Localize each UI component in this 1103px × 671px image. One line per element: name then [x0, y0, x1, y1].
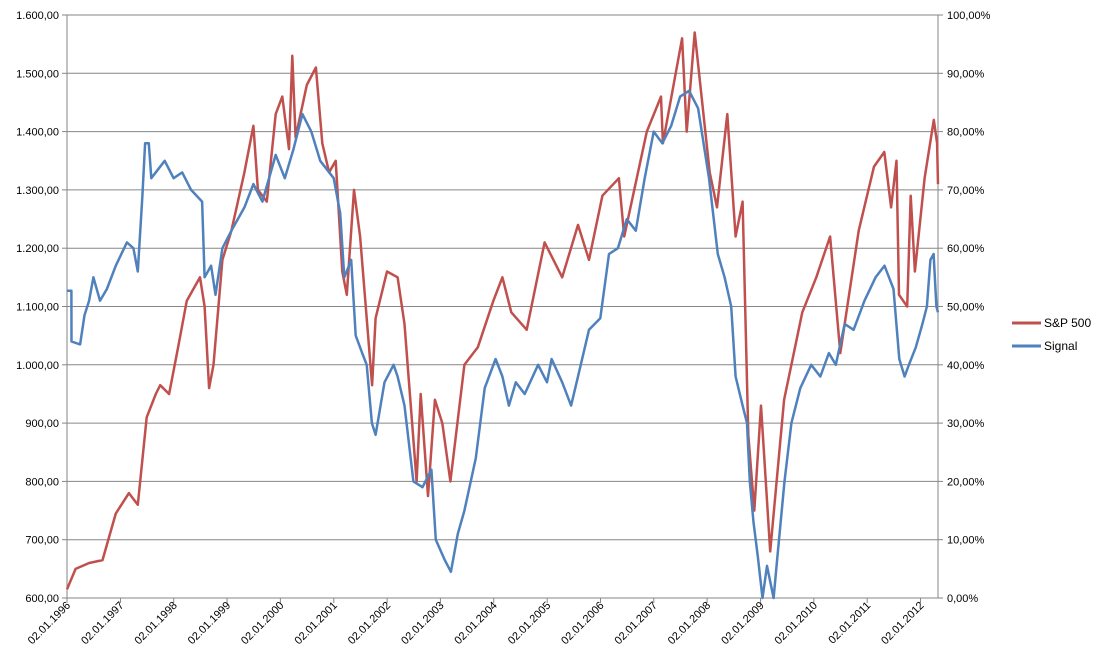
y-left-tick-label: 1.600,00 [16, 10, 59, 22]
x-tick-label: 02.01.2009 [719, 600, 766, 647]
legend-label-sp500: S&P 500 [1044, 316, 1091, 330]
y-right-tick-label: 0,00% [947, 593, 978, 605]
x-tick-label: 02.01.2012 [879, 600, 926, 647]
y-left-tick-label: 900,00 [25, 418, 59, 430]
y-left-tick-label: 700,00 [25, 535, 59, 547]
y-right-tick-label: 50,00% [947, 302, 985, 314]
y-left-tick-label: 1.100,00 [16, 302, 59, 314]
y-right-tick-label: 100,00% [947, 10, 991, 22]
x-tick-label: 02.01.2007 [613, 600, 660, 647]
x-tick-label: 02.01.2010 [773, 600, 820, 647]
y-left-tick-label: 1.300,00 [16, 185, 59, 197]
x-tick-label: 02.01.2001 [293, 600, 340, 647]
x-tick-label: 02.01.1996 [26, 600, 73, 647]
legend-label-signal: Signal [1044, 339, 1077, 353]
y-right-tick-label: 90,00% [947, 68, 985, 80]
y-left-tick-label: 1.200,00 [16, 243, 59, 255]
x-tick-label: 02.01.2005 [506, 600, 553, 647]
y-right-tick-label: 30,00% [947, 418, 985, 430]
y-left-tick-label: 1.000,00 [16, 360, 59, 372]
gridlines [67, 14, 938, 599]
y-right-tick-label: 70,00% [947, 185, 985, 197]
y-right-tick-label: 40,00% [947, 360, 985, 372]
y-left-tick-label: 800,00 [25, 476, 59, 488]
y-right-tick-label: 80,00% [947, 127, 985, 139]
y-left-tick-label: 600,00 [25, 593, 59, 605]
y-right-tick-label: 60,00% [947, 243, 985, 255]
x-tick-label: 02.01.2004 [452, 600, 499, 647]
signal-line [67, 89, 940, 600]
x-tick-label: 02.01.2000 [239, 600, 286, 647]
y-left-tick-label: 1.500,00 [16, 68, 59, 80]
x-tick-label: 02.01.2002 [346, 600, 393, 647]
y-right-tick-label: 20,00% [947, 476, 985, 488]
y-left-tick-label: 1.400,00 [16, 127, 59, 139]
sp500-line [65, 31, 940, 590]
x-tick-label: 02.01.2008 [666, 600, 713, 647]
x-tick-label: 02.01.2003 [399, 600, 446, 647]
series-lines [65, 31, 940, 600]
y-right-tick-label: 10,00% [947, 535, 985, 547]
x-tick-label: 02.01.1998 [132, 600, 179, 647]
x-tick-label: 02.01.1999 [186, 600, 233, 647]
x-tick-label: 02.01.2006 [559, 600, 606, 647]
legend: S&P 500 Signal [1012, 316, 1091, 353]
x-tick-label: 02.01.2011 [826, 600, 873, 647]
x-tick-label: 02.01.1997 [79, 600, 126, 647]
